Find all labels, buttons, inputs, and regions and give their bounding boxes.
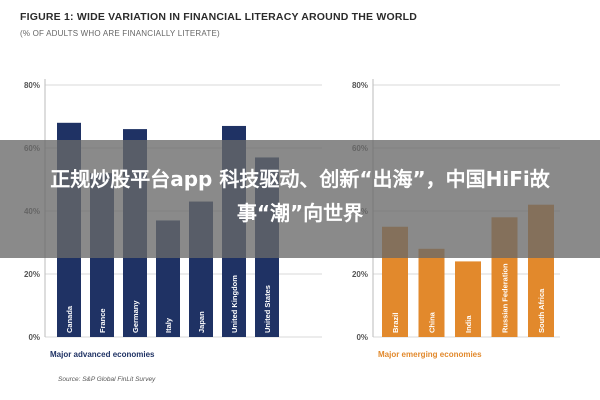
bar-label: Brazil (391, 313, 400, 333)
source-note: Source: S&P Global FinLit Survey (58, 376, 156, 383)
headline-overlay: 正规炒股平台app 科技驱动、创新“出海”，中国HiFi故事“潮”向世界 (0, 140, 600, 258)
bar-label: Russian Federation (501, 263, 510, 333)
bar-label: United States (263, 285, 272, 333)
y-tick-label: 0% (28, 333, 40, 342)
bar-label: South Africa (537, 288, 546, 333)
bar-label: Japan (197, 311, 206, 333)
bar-label: United Kingdom (230, 275, 239, 333)
y-tick-label: 80% (352, 81, 368, 90)
bar-india (455, 261, 481, 337)
bar-label: China (428, 311, 437, 333)
bar-label: Canada (65, 305, 74, 333)
y-tick-label: 0% (356, 333, 368, 342)
y-tick-label: 20% (24, 270, 40, 279)
bar-label: Germany (131, 300, 140, 333)
bar-label: India (464, 315, 473, 333)
y-tick-label: 80% (24, 81, 40, 90)
figure-title: FIGURE 1: WIDE VARIATION IN FINANCIAL LI… (20, 11, 418, 23)
figure-subtitle: (% OF ADULTS WHO ARE FINANCIALLY LITERAT… (20, 29, 220, 38)
bar-china (418, 248, 445, 337)
y-tick-label: 20% (352, 270, 368, 279)
bar-label: France (98, 308, 107, 333)
bar-label: Italy (164, 317, 173, 333)
panel-label-emerging: Major emerging economies (378, 350, 482, 359)
panel-label-advanced: Major advanced economies (50, 350, 155, 359)
overlay-headline: 正规炒股平台app 科技驱动、创新“出海”，中国HiFi故事“潮”向世界 (50, 167, 550, 225)
